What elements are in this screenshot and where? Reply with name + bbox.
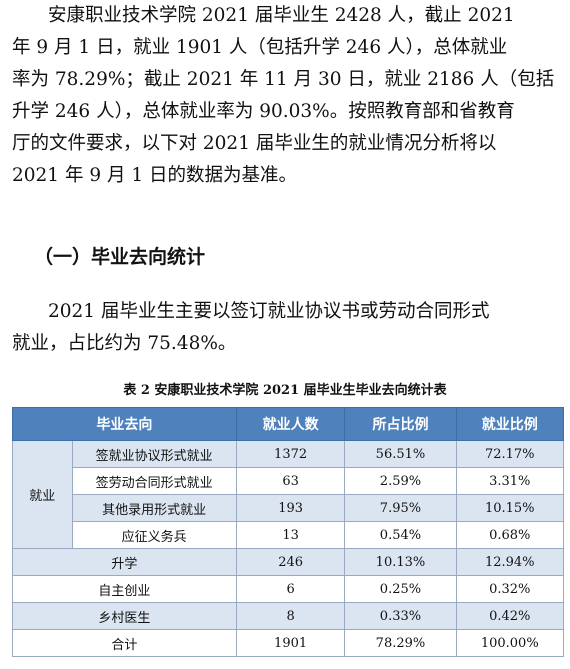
row-label: 自主创业 <box>12 575 237 603</box>
header-count: 就业人数 <box>235 407 346 441</box>
paragraph-line: 率为 78.29%；截止 2021 年 11 月 30 日，就业 2186 人（… <box>12 69 555 90</box>
row-count: 63 <box>235 467 346 495</box>
table-caption: 表 2 安康职业技术学院 2021 届毕业生毕业去向统计表 <box>123 383 447 398</box>
row-ratio: 0.54% <box>344 521 457 549</box>
total-label: 合计 <box>12 629 237 657</box>
row-employment-ratio: 3.31% <box>455 467 564 495</box>
row-label: 签劳动合同形式就业 <box>71 467 237 495</box>
row-label: 应征义务兵 <box>71 521 237 549</box>
row-count: 8 <box>235 602 346 630</box>
row-ratio: 0.25% <box>344 575 457 603</box>
group-cell-employment: 就业 <box>12 440 73 549</box>
paragraph-line: 安康职业技术学院 2021 届毕业生 2428 人，截止 2021 <box>48 5 515 26</box>
row-label: 乡村医生 <box>12 602 237 630</box>
total-count: 1901 <box>235 629 346 657</box>
section-heading: （一）毕业去向统计 <box>34 246 206 268</box>
table-row: 就业 签就业协议形式就业 1372 56.51% 72.17% <box>12 440 564 549</box>
paragraph-line: 2021 年 9 月 1 日的数据为基准。 <box>12 165 298 186</box>
row-ratio: 56.51% <box>344 440 457 468</box>
table-header-row: 毕业去向 就业人数 所占比例 就业比例 <box>12 407 564 441</box>
row-employment-ratio: 10.15% <box>455 494 564 522</box>
row-label: 升学 <box>12 548 237 576</box>
summary-paragraph: 2021 届毕业生主要以签订就业协议书或劳动合同形式 就业，占比约为 75.48… <box>12 296 562 360</box>
row-ratio: 7.95% <box>344 494 457 522</box>
row-ratio: 10.13% <box>344 548 457 576</box>
paragraph-line: 年 9 月 1 日，就业 1901 人（包括升学 246 人），总体就业 <box>12 37 508 58</box>
row-label: 其他录用形式就业 <box>71 494 237 522</box>
table-row: 升学 246 10.13% 12.94% <box>12 548 564 576</box>
header-employment-ratio: 就业比例 <box>455 407 564 441</box>
table-row: 乡村医生 8 0.33% 0.42% <box>12 602 564 630</box>
table-total-row: 合计 1901 78.29% 100.00% <box>12 629 564 657</box>
header-destination: 毕业去向 <box>12 407 237 441</box>
row-count: 193 <box>235 494 346 522</box>
table-row: 签劳动合同形式就业 63 2.59% 3.31% <box>13 467 564 495</box>
row-count: 6 <box>235 575 346 603</box>
row-employment-ratio: 0.42% <box>455 602 564 630</box>
row-count: 1372 <box>235 440 346 468</box>
table-row: 自主创业 6 0.25% 0.32% <box>12 575 564 603</box>
row-ratio: 2.59% <box>344 467 457 495</box>
total-employment-ratio: 100.00% <box>455 629 564 657</box>
row-count: 246 <box>235 548 346 576</box>
table-row: 应征义务兵 13 0.54% 0.68% <box>13 521 564 549</box>
row-employment-ratio: 72.17% <box>455 440 564 468</box>
paragraph-line: 厅的文件要求，以下对 2021 届毕业生的就业情况分析将以 <box>12 133 497 154</box>
row-count: 13 <box>235 521 346 549</box>
paragraph-line: 升学 246 人），总体就业率为 90.03%。按照教育部和省教育 <box>12 101 515 122</box>
destination-stats-table: 毕业去向 就业人数 所占比例 就业比例 就业 签就业协议形式就业 1372 56… <box>12 407 564 657</box>
total-ratio: 78.29% <box>344 629 457 657</box>
header-ratio: 所占比例 <box>344 407 457 441</box>
row-employment-ratio: 12.94% <box>455 548 564 576</box>
paragraph-line: 就业，占比约为 75.48%。 <box>12 333 237 354</box>
table-row: 其他录用形式就业 193 7.95% 10.15% <box>13 494 564 522</box>
row-ratio: 0.33% <box>344 602 457 630</box>
row-label: 签就业协议形式就业 <box>71 440 237 468</box>
row-employment-ratio: 0.32% <box>455 575 564 603</box>
intro-paragraph: 安康职业技术学院 2021 届毕业生 2428 人，截止 2021 年 9 月 … <box>12 0 562 192</box>
paragraph-line: 2021 届毕业生主要以签订就业协议书或劳动合同形式 <box>48 301 490 322</box>
row-employment-ratio: 0.68% <box>455 521 564 549</box>
